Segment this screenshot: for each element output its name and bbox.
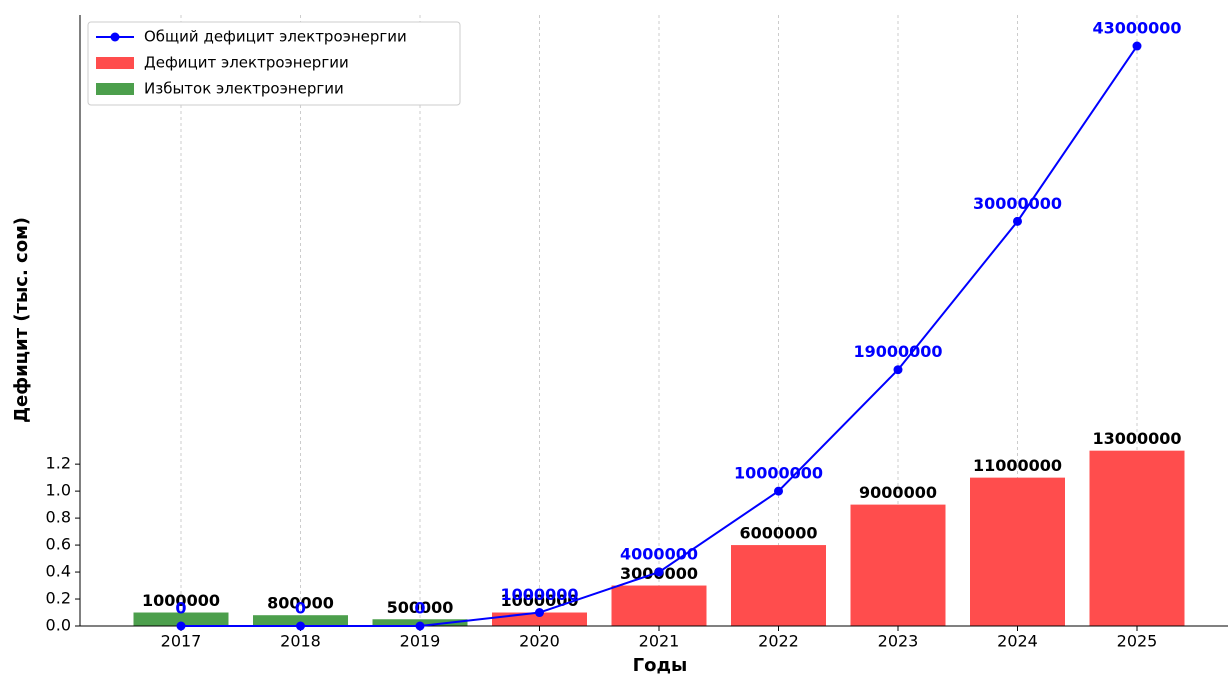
bar-value-label: 11000000: [973, 456, 1062, 475]
line-point: [1013, 216, 1022, 226]
x-tick-label: 2020: [519, 632, 560, 651]
line-point: [654, 567, 664, 577]
x-tick-label: 2017: [161, 632, 202, 651]
line-value-label: 0: [295, 599, 306, 618]
legend-swatch: [96, 83, 134, 95]
legend-label: Избыток электроэнергии: [144, 80, 344, 98]
legend-swatch: [110, 32, 120, 42]
line-value-label: 43000000: [1092, 19, 1181, 38]
line-value-label: 19000000: [853, 342, 942, 361]
x-tick-label: 2024: [997, 632, 1038, 651]
legend-swatch: [96, 57, 134, 69]
legend-box: [87, 21, 461, 106]
y-tick-label: 1.0: [46, 481, 71, 500]
bar-value-label: 500000: [387, 598, 454, 617]
x-tick-label: 2023: [878, 632, 919, 651]
bar-value-label: 1000000: [142, 591, 220, 610]
line-value-label: 4000000: [620, 545, 698, 564]
y-axis-label: Дефицит (тыс. сом): [11, 217, 32, 423]
bar: [970, 477, 1065, 626]
x-tick-label: 2019: [400, 632, 441, 651]
bar-value-label: 9000000: [859, 483, 937, 502]
x-axis-label: Годы: [633, 655, 688, 675]
legend-label: Дефицит электроэнергии: [144, 54, 349, 72]
bar: [1089, 450, 1185, 626]
x-tick-label: 2018: [280, 632, 321, 651]
line-point: [535, 608, 544, 618]
line-value-label: 0: [414, 599, 425, 618]
bar-value-label: 13000000: [1092, 429, 1181, 448]
y-tick-label: 1.2: [46, 454, 71, 473]
bar: [133, 612, 229, 626]
y-tick-label: 0.4: [46, 562, 71, 581]
line-point: [774, 486, 783, 496]
x-tick-label: 2025: [1117, 632, 1158, 651]
line-value-label: 1000000: [501, 585, 579, 604]
bar: [611, 585, 707, 626]
line-point: [893, 365, 903, 375]
line-point: [415, 621, 425, 631]
y-tick-label: 0.6: [46, 535, 71, 554]
line-value-label: 0: [175, 599, 186, 618]
line-point: [1132, 41, 1142, 51]
line-point: [296, 621, 305, 631]
bar: [731, 545, 826, 626]
line-point: [176, 621, 186, 631]
line-value-label: 30000000: [973, 194, 1062, 213]
line-value-label: 10000000: [734, 464, 823, 483]
legend-label: Общий дефицит электроэнергии: [144, 28, 407, 46]
y-tick-label: 0.2: [46, 589, 71, 608]
bar: [253, 615, 348, 626]
bar-value-label: 6000000: [740, 524, 818, 543]
x-tick-label: 2021: [639, 632, 680, 651]
x-tick-label: 2022: [758, 632, 799, 651]
bar-value-label: 800000: [267, 594, 334, 613]
y-tick-label: 0.0: [46, 616, 71, 635]
bar: [850, 504, 946, 626]
y-tick-label: 0.8: [46, 508, 71, 527]
